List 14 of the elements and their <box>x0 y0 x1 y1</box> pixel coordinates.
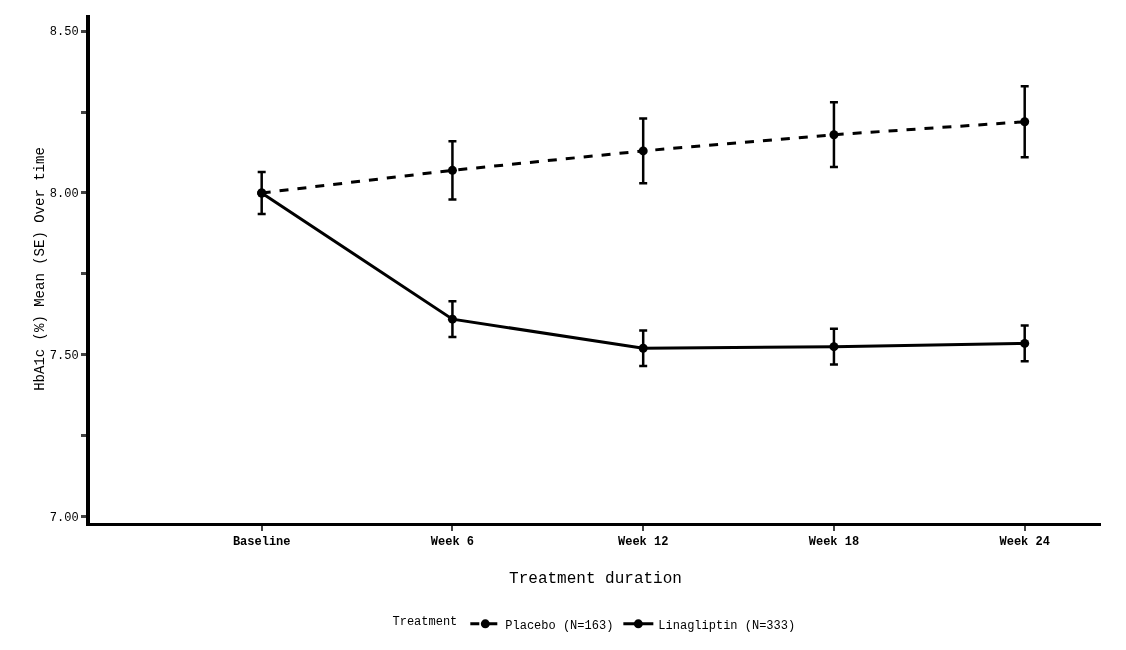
x-tick-label: Week 24 <box>999 535 1050 550</box>
y-tick-label: 8.00 <box>49 187 79 202</box>
x-tick-label: Week 12 <box>617 535 669 550</box>
x-tick-label: Week 6 <box>430 535 475 550</box>
x-tick-label: Week 18 <box>808 535 860 550</box>
legend-title: Treatment <box>392 614 458 629</box>
y-tick-label: 8.50 <box>49 25 79 40</box>
y-tick-label: 7.00 <box>49 510 79 525</box>
x-axis-title: Treatment duration <box>509 570 682 588</box>
x-tick-label: Baseline <box>232 535 291 550</box>
legend-label: Linagliptin (N=333) <box>658 618 796 633</box>
y-axis-title: HbA1c (%) Mean (SE) Over time <box>31 147 48 391</box>
y-tick-label: 7.50 <box>49 348 79 363</box>
legend-label: Placebo (N=163) <box>505 618 614 633</box>
